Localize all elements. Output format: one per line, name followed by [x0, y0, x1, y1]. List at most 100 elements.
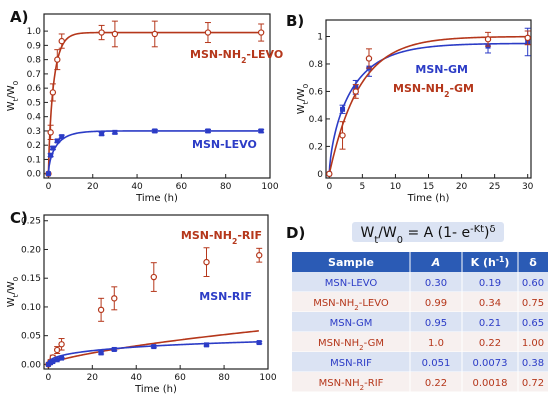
series-label: MSN-RIF [199, 290, 252, 303]
table-value-cell: 0.0073 [473, 358, 508, 369]
series-MSN-NH2-GM [326, 30, 531, 178]
formula-box [352, 222, 504, 242]
table-header-cell: Sample [328, 256, 374, 269]
panel-label: B) [286, 12, 304, 30]
y-tick-label: 0.00 [21, 360, 41, 370]
x-tick-label: 15 [423, 182, 434, 192]
table-value-cell: 0.99 [425, 298, 447, 309]
data-point [326, 170, 333, 178]
y-tick-label: 1.0 [27, 27, 42, 37]
y-tick-label: 0.05 [21, 332, 41, 342]
y-tick-label: 0.6 [27, 84, 42, 94]
data-point [151, 344, 157, 350]
panel-label: A) [10, 8, 28, 26]
y-tick-label: 0.2 [27, 141, 41, 151]
y-tick-label: 0.8 [309, 60, 324, 70]
series-label: MSN-NH2-RIF [181, 229, 262, 246]
x-tick-label: 40 [131, 182, 143, 192]
y-tick-label: 0.4 [27, 113, 42, 123]
panel-label: C) [10, 209, 28, 227]
data-point [54, 138, 60, 144]
table-sample-cell: MSN-NH2-RIF [319, 378, 384, 392]
series-label: MSN-LEVO [192, 138, 257, 151]
fit-equation: Wt/W0 = A (1- e-Kt)δ [361, 224, 496, 246]
data-point [59, 355, 65, 361]
table-value-cell: 0.75 [522, 298, 544, 309]
x-tick-label: 0 [46, 373, 52, 383]
table-sample-cell: MSN-NH2-LEVO [313, 298, 389, 312]
x-tick-label: 20 [87, 373, 99, 383]
data-point [339, 132, 346, 139]
data-point [50, 359, 56, 365]
data-point [204, 342, 210, 348]
series-MSN-GM [326, 27, 531, 177]
y-tick-label: 0.0 [27, 170, 42, 180]
table-value-cell: 0.22 [479, 338, 501, 349]
x-tick-label: 25 [489, 182, 500, 192]
series-label: MSN-GM [415, 63, 468, 76]
x-tick-label: 100 [259, 373, 276, 383]
data-point [48, 152, 54, 158]
series-label: MSN-NH2-GM [393, 82, 474, 99]
x-tick-label: 5 [360, 182, 366, 192]
table-value-cell: 0.0018 [473, 378, 508, 389]
table-value-cell: 0.30 [425, 278, 447, 289]
data-point [352, 88, 359, 95]
data-point [484, 36, 492, 43]
y-tick-label: 0.10 [21, 303, 41, 313]
data-point [256, 340, 262, 346]
data-point [58, 341, 65, 348]
table-row [292, 312, 548, 332]
y-tick-label: 0.5 [27, 98, 41, 108]
series-MSN-NH2-LEVO [45, 20, 265, 177]
table-header-cell: K (h-1) [471, 255, 510, 270]
table-value-cell: 0.60 [522, 278, 544, 289]
panel-A: A) 0 20 40 60 80 100 0.0 0.1 0.2 0.3 0.4 0.5 0.6 0.7 0.… [6, 8, 283, 204]
data-point [58, 37, 65, 45]
data-point [150, 273, 158, 281]
data-point [205, 128, 211, 134]
table-sample-cell: MSN-NH2-GM [318, 338, 384, 352]
table-value-cell: 0.051 [422, 358, 451, 369]
x-tick-label: 30 [522, 182, 534, 192]
y-tick-label: 0.1 [27, 155, 41, 165]
data-point [204, 29, 212, 36]
y-tick-label: 0.25 [21, 217, 41, 227]
fit-curve [328, 35, 528, 175]
data-point [98, 350, 104, 356]
data-point [112, 129, 118, 135]
y-axis-label: Wt/W0 [6, 81, 20, 111]
y-tick-label: 0.20 [21, 245, 41, 255]
y-tick-label: 0.4 [309, 115, 324, 125]
table-header-cell: A [431, 256, 441, 269]
y-tick-label: 0.9 [27, 41, 42, 51]
table-value-cell: 0.95 [425, 318, 447, 329]
plot-frame [43, 13, 271, 179]
y-tick-label: 1 [317, 32, 323, 42]
data-point [111, 295, 118, 302]
data-point [99, 131, 105, 137]
table-value-cell: 0.19 [479, 278, 501, 289]
data-point [54, 56, 61, 63]
y-tick-label: 0.7 [27, 70, 41, 80]
table-value-cell: 0.72 [522, 378, 544, 389]
data-point [98, 29, 105, 36]
data-point [111, 30, 119, 38]
y-axis-label: Wt/W0 [296, 84, 310, 114]
panel-B: B) 0 5 10 15 20 25 30 0 0.2 0.4 0.6 0.8 1 Time (h) Wt/W… [286, 12, 534, 204]
data-point [340, 106, 346, 112]
y-tick-label: 0.6 [309, 87, 324, 97]
data-point [524, 34, 531, 42]
plot-frame [43, 214, 269, 370]
data-point [47, 129, 54, 136]
data-point [258, 128, 264, 134]
y-axis-label: Wt/W0 [6, 277, 20, 307]
fit-curve [328, 42, 528, 174]
table-value-cell: 0.38 [522, 358, 544, 369]
y-tick-label: 0.3 [27, 127, 41, 137]
y-tick-label: 0.2 [309, 142, 323, 152]
table-value-cell: 0.22 [425, 378, 447, 389]
table-row [292, 352, 548, 372]
x-tick-label: 10 [390, 182, 402, 192]
